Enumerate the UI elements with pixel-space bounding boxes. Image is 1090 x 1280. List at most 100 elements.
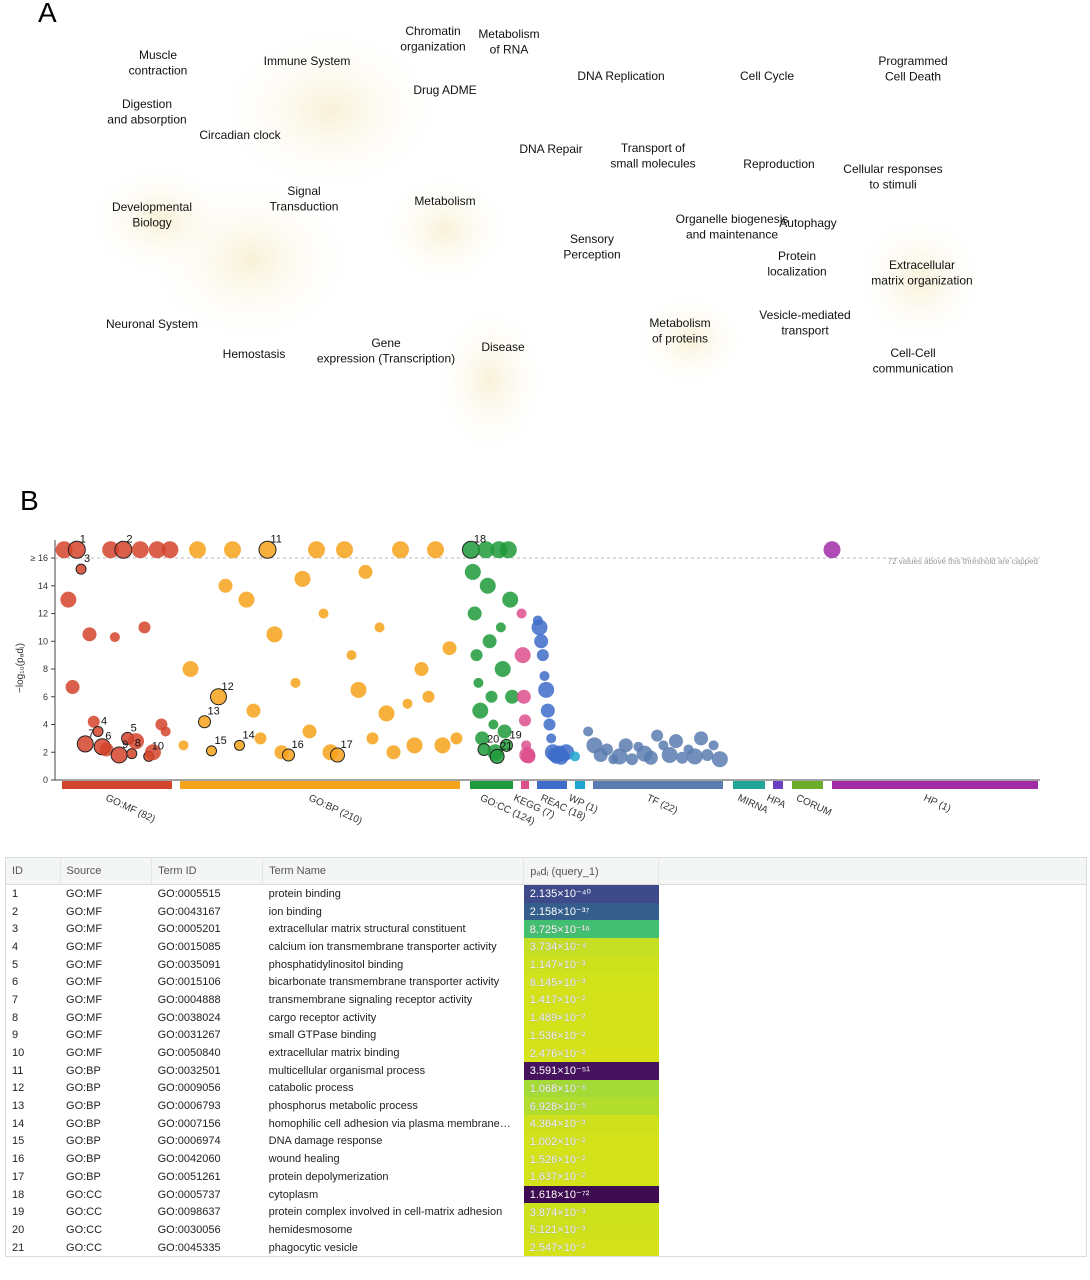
- data-point: [516, 689, 531, 704]
- table-cell: GO:0030056: [157, 1223, 221, 1236]
- pathway-label: Muscle: [139, 48, 177, 62]
- pathway-background: [80, 20, 990, 460]
- pathway-label: Hemostasis: [223, 347, 286, 361]
- data-point: [534, 634, 549, 649]
- pathway-label: small molecules: [610, 157, 695, 171]
- table-cell: 20: [12, 1223, 25, 1236]
- pathway-label: Chromatin: [405, 24, 460, 38]
- data-point: [224, 541, 241, 559]
- pathway-label: Vesicle-mediated: [759, 308, 850, 322]
- pathway-label: Sensory: [570, 232, 614, 246]
- pathway-label: Developmental: [112, 200, 192, 214]
- table-cell: 8.145×10⁻³: [523, 973, 659, 992]
- pathway-label: Cellular responses: [843, 162, 942, 176]
- data-point: [489, 748, 505, 764]
- data-point: [658, 740, 669, 751]
- table-row: 8 GO:MF GO:0038024 cargo receptor activity 1…: [6, 1008, 1087, 1027]
- data-point: [254, 732, 267, 745]
- point-id-label: 10: [152, 740, 164, 752]
- pathway-label: Disease: [481, 340, 525, 354]
- data-point: [198, 715, 211, 729]
- table-cell: 1.637×10⁻²: [523, 1168, 659, 1186]
- data-point: [643, 750, 658, 765]
- table-cell: transmembrane signaling receptor activit…: [268, 993, 473, 1006]
- table-cell: 2.135×10⁻⁴⁰: [523, 884, 659, 903]
- table-cell: 16: [12, 1153, 25, 1166]
- data-point: [406, 737, 423, 754]
- data-point: [495, 622, 506, 633]
- data-point: [516, 608, 527, 619]
- data-point: [521, 749, 536, 764]
- header-row: ID Source Term ID Term Name pₐdⱼ (query_1): [5, 857, 1087, 885]
- table-cell: GO:CC: [66, 1188, 103, 1201]
- data-point: [543, 718, 556, 731]
- table-cell-empty: [659, 1062, 1087, 1080]
- point-id-label: 5: [131, 722, 137, 734]
- table-row: 19 GO:CC GO:0098637 protein complex involve…: [6, 1203, 1087, 1222]
- table-cell: 1.526×10⁻²: [523, 1150, 659, 1168]
- data-point: [661, 747, 678, 764]
- data-point: [475, 731, 490, 746]
- data-point: [206, 745, 217, 757]
- table-cell: GO:0005515: [157, 887, 221, 900]
- table-row: 1 GO:MF GO:0005515 protein binding 2.135×10⁻…: [6, 884, 1087, 903]
- table-cell: GO:0005201: [157, 923, 221, 936]
- table-row: 6 GO:MF GO:0015106 bicarbonate transmembran…: [6, 973, 1087, 992]
- data-point: [499, 541, 517, 559]
- threshold-note: 72 values above this threshold are cappe…: [888, 557, 1038, 566]
- data-point: [531, 619, 548, 636]
- table-cell: GO:0015085: [157, 940, 221, 953]
- panel-label: B: [20, 485, 39, 516]
- table-cell: bicarbonate transmembrane transporter ac…: [268, 976, 500, 989]
- data-point: [470, 649, 483, 662]
- pathway-label: Biology: [132, 216, 171, 230]
- table-cell: 1.147×10⁻³: [523, 955, 659, 974]
- table-cell: GO:CC: [66, 1223, 103, 1236]
- table-cell: 3.734×10⁻⁴: [523, 938, 659, 956]
- table-row: 17 GO:BP GO:0051261 protein depolymerizatio…: [6, 1168, 1087, 1186]
- table-cell: 19: [12, 1206, 25, 1219]
- data-point: [434, 737, 451, 754]
- table-cell: 14: [12, 1117, 25, 1130]
- pathway-label: to stimuli: [869, 178, 916, 192]
- table-row: 9 GO:MF GO:0031267 small GTPase binding 1.53…: [6, 1026, 1087, 1045]
- data-point: [126, 748, 138, 760]
- column-header: ID: [5, 857, 61, 885]
- data-point: [318, 608, 329, 619]
- table-cell-empty: [659, 1009, 1087, 1027]
- data-point: [358, 564, 373, 579]
- data-point: [131, 541, 149, 559]
- point-id-label: 4: [101, 715, 107, 727]
- pathway-label: matrix organization: [871, 274, 972, 288]
- pathway-label: organization: [400, 40, 465, 54]
- source-label: CORUM: [794, 793, 833, 819]
- data-point: [350, 681, 367, 698]
- table-cell: GO:BP: [66, 1082, 101, 1095]
- pathway-label: Extracellular: [889, 258, 955, 272]
- data-point: [178, 740, 189, 751]
- table-cell: 12: [12, 1082, 25, 1095]
- table-cell: 4.364×10⁻³: [523, 1114, 659, 1133]
- source-label: GO:MF (82): [104, 793, 157, 826]
- table-cell: 6.928×10⁻⁵: [523, 1097, 659, 1115]
- table-cell: GO:BP: [66, 1153, 101, 1166]
- table-cell: 2.547×10⁻²: [523, 1238, 659, 1257]
- pathway-label: communication: [873, 362, 954, 376]
- source-label: HP (1): [922, 793, 953, 815]
- source-band: [593, 781, 723, 789]
- table-cell: 17: [12, 1170, 25, 1183]
- data-point: [138, 621, 151, 634]
- table-cell: 2.158×10⁻³⁷: [523, 902, 659, 921]
- data-point: [482, 634, 497, 649]
- data-point: [686, 748, 703, 765]
- data-point: [414, 662, 429, 677]
- point-id-label: 14: [243, 729, 255, 741]
- source-band: [521, 781, 529, 789]
- table-cell: 1.536×10⁻²: [523, 1026, 659, 1045]
- data-point: [477, 541, 495, 559]
- source-band: [180, 781, 460, 789]
- table-cell: GO:MF: [66, 958, 103, 971]
- data-point: [266, 626, 283, 643]
- data-point: [540, 703, 555, 718]
- table-cell-empty: [659, 1027, 1087, 1045]
